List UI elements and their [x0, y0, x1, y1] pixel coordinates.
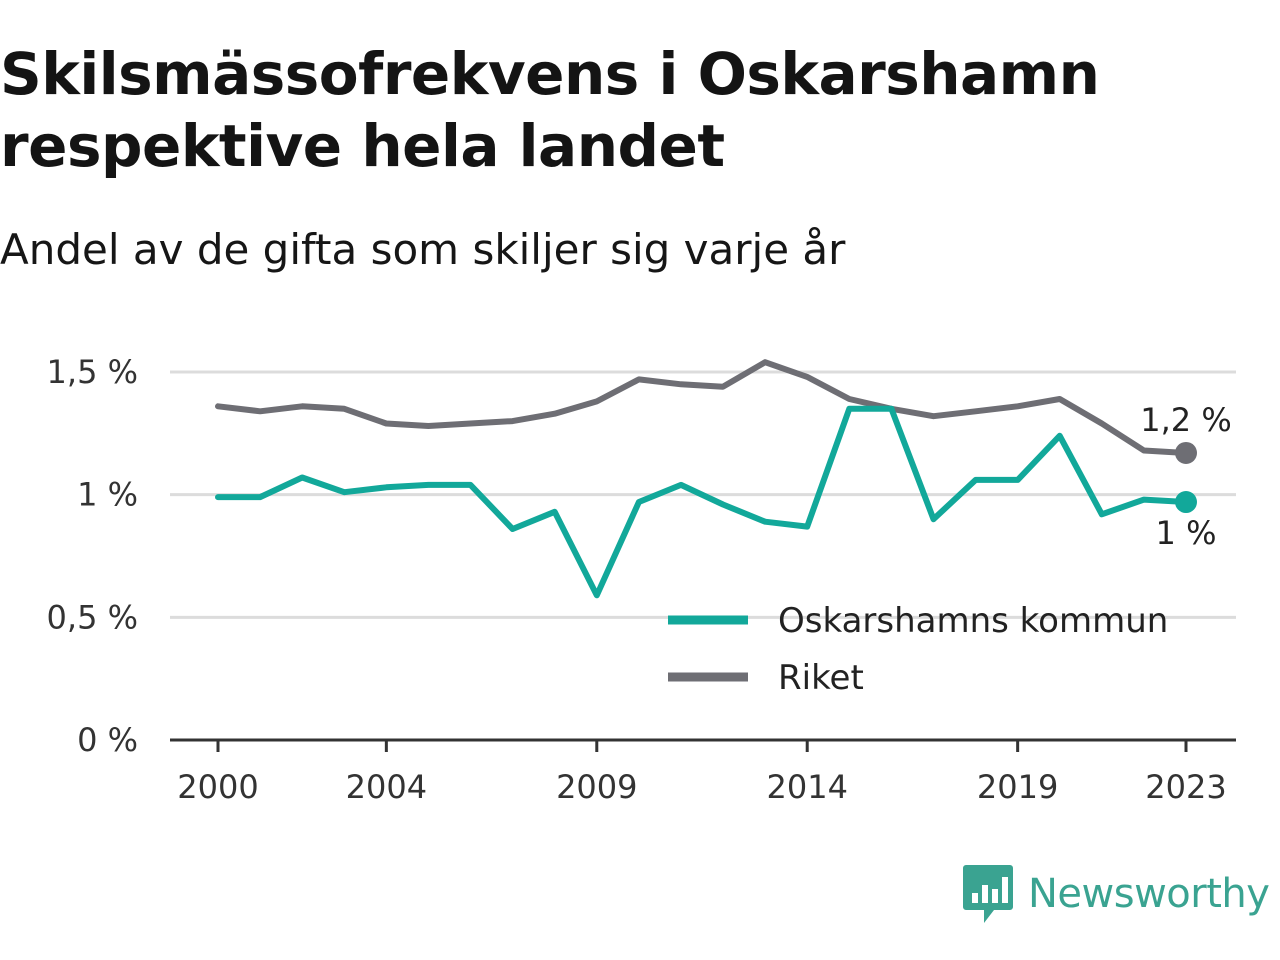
brand: Newsworthy	[962, 862, 1270, 926]
x-tick-label: 2014	[766, 768, 847, 806]
end-point-riket	[1175, 441, 1197, 464]
x-tick-label: 2004	[346, 768, 427, 806]
y-axis: 0 % 0,5 % 1 % 1,5 %	[47, 353, 138, 759]
y-tick-label: 0 %	[77, 721, 138, 759]
y-tick-label: 0,5 %	[47, 598, 138, 636]
end-label-oskarshamn: 1 %	[1156, 514, 1217, 552]
chart-subtitle: Andel av de gifta som skiljer sig varje …	[0, 225, 846, 274]
end-point-oskarshamn	[1175, 491, 1197, 514]
y-tick-label: 1,5 %	[47, 353, 138, 391]
x-tick-label: 2023	[1145, 768, 1226, 806]
series-group: 1,2 % 1 %	[215, 359, 1232, 599]
x-tick-label: 2000	[177, 768, 258, 806]
newsworthy-logo-icon	[963, 865, 1013, 923]
y-tick-label: 1 %	[77, 476, 138, 514]
chart-title: Skilsmässofrekvens i Oskarshamn respekti…	[0, 40, 1100, 180]
legend-label: Oskarshamns kommun	[778, 601, 1168, 641]
x-tick-label: 2019	[977, 768, 1058, 806]
brand-name: Newsworthy	[1028, 871, 1270, 917]
x-tick-label: 2009	[556, 768, 637, 806]
x-axis: 2000 2004 2009 2014 2019 2023	[170, 738, 1236, 806]
legend: Oskarshamns kommun Riket	[668, 601, 1168, 698]
series-line-riket	[215, 359, 1189, 456]
series-line-oskarshamn	[215, 405, 1189, 599]
end-label-riket: 1,2 %	[1140, 401, 1231, 439]
legend-label: Riket	[778, 658, 864, 698]
